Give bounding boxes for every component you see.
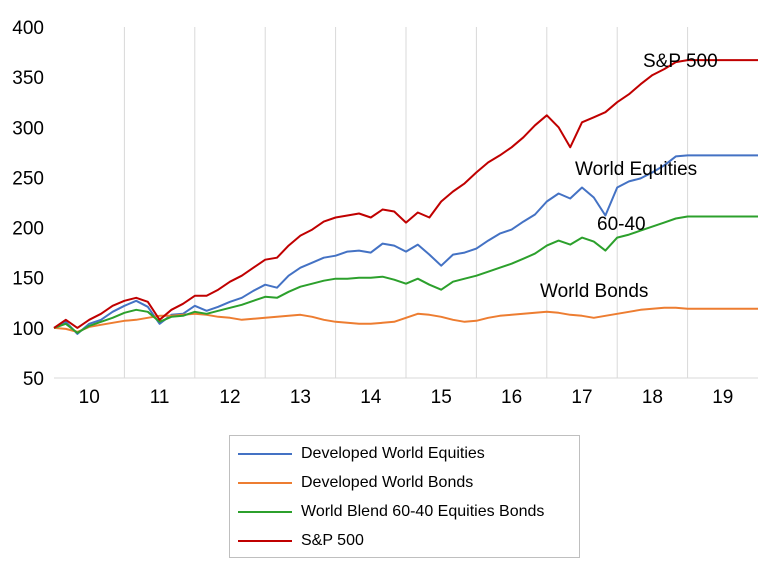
y-tick-label: 100 <box>12 319 44 340</box>
legend-swatch-bonds <box>238 482 292 484</box>
x-tick-label: 15 <box>431 387 452 408</box>
legend-item-sp500: S&P 500 <box>238 529 364 553</box>
chart-legend: Developed World Equities Developed World… <box>229 435 580 558</box>
legend-item-equities: Developed World Equities <box>238 442 485 466</box>
x-tick-label: 19 <box>712 387 733 408</box>
y-tick-label: 150 <box>12 269 44 290</box>
x-tick-label: 16 <box>501 387 522 408</box>
legend-swatch-blend <box>238 511 292 513</box>
gridlines <box>123 27 689 378</box>
legend-label-equities: Developed World Equities <box>301 445 485 462</box>
axes: 50 100 150 200 250 300 350 400 10 11 12 13 14 15 16 17 1… <box>12 18 758 408</box>
line-chart: 50 100 150 200 250 300 350 400 10 11 12 13 14 15 16 17 1… <box>12 18 758 408</box>
x-tick-label: 10 <box>79 387 100 408</box>
x-tick-label: 11 <box>150 387 170 408</box>
y-tick-label: 300 <box>12 118 44 139</box>
legend-label-bonds: Developed World Bonds <box>301 474 474 491</box>
annotation-sp500: S&P 500 <box>643 51 718 72</box>
x-tick-label: 12 <box>219 387 240 408</box>
x-tick-label: 13 <box>290 387 311 408</box>
annotation-world-equities: World Equities <box>575 159 697 180</box>
x-tick-label: 14 <box>360 387 382 408</box>
legend-item-bonds: Developed World Bonds <box>238 471 473 495</box>
series-line-3 <box>53 215 758 334</box>
legend-swatch-sp500 <box>238 540 292 542</box>
y-tick-label: 350 <box>12 68 44 89</box>
y-tick-label: 400 <box>12 18 44 39</box>
legend-label-sp500: S&P 500 <box>301 532 364 549</box>
annotation-world-bonds: World Bonds <box>540 281 648 302</box>
annotations: S&P 500 World Equities 60-40 World Bonds <box>540 51 718 302</box>
y-tick-label: 50 <box>23 369 44 390</box>
legend-label-blend: World Blend 60-40 Equities Bonds <box>301 503 545 520</box>
legend-swatch-equities <box>238 453 292 455</box>
x-tick-label: 18 <box>642 387 663 408</box>
legend-item-blend: World Blend 60-40 Equities Bonds <box>238 500 544 524</box>
series-line-4 <box>53 59 758 329</box>
x-tick-label: 17 <box>571 387 592 408</box>
annotation-60-40: 60-40 <box>597 214 646 235</box>
y-tick-label: 250 <box>12 168 44 189</box>
series-lines <box>53 59 758 335</box>
y-tick-label: 200 <box>12 219 44 240</box>
